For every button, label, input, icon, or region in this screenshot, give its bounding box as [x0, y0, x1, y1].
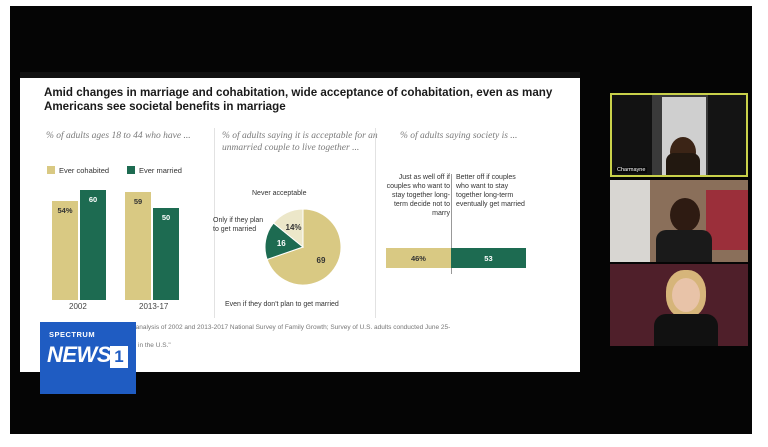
participant-body	[654, 314, 718, 346]
stacked-segment-label: 46%	[410, 254, 426, 263]
pie-slice	[266, 208, 342, 286]
pie-slice	[272, 208, 304, 249]
bar-ever-cohabited-2013-17	[125, 191, 151, 300]
pie-slice-label: 16	[277, 239, 286, 248]
slide-title: Amid changes in marriage and cohabitatio…	[44, 86, 553, 113]
bar-value-label: 50	[161, 213, 171, 223]
panel-divider	[214, 128, 215, 318]
participant-body	[656, 230, 712, 262]
participant-body	[666, 153, 700, 175]
x-label-2013-17: 2013-17	[139, 302, 169, 311]
panel-divider	[375, 128, 376, 318]
legend-married: Ever married	[139, 166, 182, 175]
participant-face	[670, 198, 700, 232]
panel1-subtitle: % of adults ages 18 to 44 who have ...	[46, 131, 191, 141]
video-dark-left	[612, 95, 652, 175]
logo-text-big: NEWS	[47, 342, 112, 367]
source-note: Source: Pew Research Center analysis of …	[46, 324, 451, 331]
video-curtain	[706, 190, 748, 250]
label-never-acceptable: Never acceptable	[252, 190, 307, 197]
participant-tile-active[interactable]: Charmayne	[610, 93, 748, 177]
bar-ever-married-2002	[80, 190, 106, 300]
bar-value-label: 59	[133, 196, 143, 206]
label-better-off: Better off if couples who want to stay t…	[456, 174, 525, 208]
label-just-as-well: Just as well off if couples who want to …	[386, 174, 450, 217]
participant-name: Charmayne	[615, 167, 648, 173]
panel2-subtitle: % of adults saying it is acceptable for …	[222, 131, 378, 153]
label-only-if-plan: Only if they plan to get married	[213, 217, 264, 233]
stacked-segment	[385, 248, 451, 268]
stacked-bar-divider	[451, 174, 452, 274]
bar-ever-cohabited-2002	[52, 201, 78, 300]
pie-slice-label: 14%	[286, 223, 302, 232]
bar-value-label: 54%	[57, 206, 73, 215]
logo-text-top: SPECTRUM	[49, 330, 96, 339]
slide-top-border	[20, 72, 580, 78]
bar-ever-married-2013-17	[153, 208, 179, 300]
legend-cohabited: Ever cohabited	[59, 166, 110, 175]
bar-value-label: 60	[88, 195, 98, 204]
source-note-tail: in the U.S."	[138, 342, 171, 349]
shared-slide: Amid changes in marriage and cohabitatio…	[20, 72, 580, 372]
participant-tile[interactable]	[610, 180, 748, 262]
participant-face	[672, 278, 700, 312]
panel3-subtitle: % of adults saying society is ...	[400, 131, 518, 141]
stacked-segment	[451, 248, 526, 268]
video-wall	[610, 180, 650, 262]
stacked-segment-label: 53	[484, 254, 493, 263]
participant-tile[interactable]	[610, 264, 748, 346]
legend-swatch-married	[127, 166, 135, 174]
legend-swatch-cohabited	[47, 166, 55, 174]
label-even-if-not: Even if they don't plan to get married	[225, 301, 339, 308]
x-label-2002: 2002	[69, 302, 87, 311]
pie-slice-label: 69	[317, 256, 326, 265]
spectrum-news-logo: SPECTRUM NEWS 1	[40, 322, 136, 394]
logo-number: 1	[110, 346, 128, 368]
video-dark-right	[708, 95, 746, 175]
